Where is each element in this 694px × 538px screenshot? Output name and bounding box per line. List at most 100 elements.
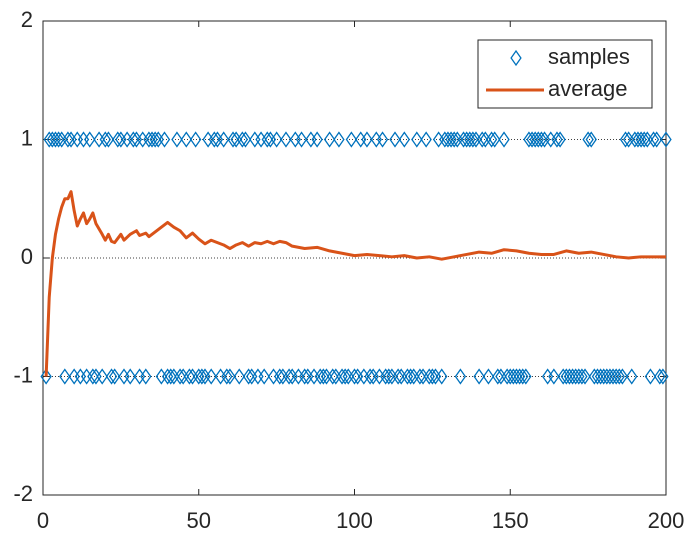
sample-marker [414,368,426,385]
sample-marker [171,131,183,148]
sample-marker [420,131,432,148]
sample-marker [112,131,124,148]
sample-marker [189,131,202,148]
y-tick-label: 0 [21,244,33,269]
sample-marker [579,368,591,385]
sample-marker [105,368,118,385]
sample-marker [217,131,230,148]
sample-marker [554,131,566,148]
sample-marker [99,131,111,148]
sample-marker [485,131,498,148]
sample-marker [140,368,152,385]
sample-marker [311,131,323,148]
sample-marker [492,368,504,385]
sample-marker [476,131,488,148]
sample-marker [473,368,485,385]
sample-marker [158,131,171,148]
sample-marker [548,368,560,385]
sample-marker [454,368,467,385]
sample-marker [626,368,638,385]
sample-marker [40,368,52,385]
sample-marker [488,131,501,148]
sample-marker [404,368,417,385]
sample-marker [361,131,373,148]
sample-marker [520,368,532,385]
sample-marker [582,131,594,148]
sample-marker [398,131,411,148]
sample-marker [59,368,71,385]
sample-marker [317,368,330,385]
sample-marker [180,131,192,148]
y-tick-label: 1 [21,125,33,150]
sample-marker [654,368,666,385]
sample-marker [62,131,74,148]
sample-marker [236,131,249,148]
sample-marker [364,368,376,385]
average-line [44,190,666,377]
sample-marker [376,131,389,148]
sample-marker [467,131,479,148]
y-tick-label: -1 [13,362,33,387]
sample-marker [87,368,99,385]
sample-marker [261,131,273,148]
y-tick-label: 2 [21,7,33,32]
sample-marker [258,368,270,385]
sample-marker [165,368,177,385]
legend-marker [510,49,522,67]
x-tick-label: 200 [648,508,685,533]
sample-marker [108,368,121,385]
sample-marker [638,131,650,148]
sample-marker [644,368,657,385]
sample-marker [208,131,221,148]
sample-marker [517,368,529,385]
sample-marker [339,368,351,385]
legend-label: average [548,76,628,101]
legend-label: samples [548,44,630,69]
sample-marker [205,368,217,385]
sample-marker [576,368,588,385]
sample-marker [149,131,161,148]
sample-marker [657,368,669,385]
sample-marker [274,368,286,385]
sample-marker [196,368,208,385]
sample-marker [647,131,660,148]
sample-marker [392,368,404,385]
sample-marker [96,368,108,385]
sample-marker [345,131,358,148]
sample-marker [482,368,495,385]
sample-marker [551,131,563,148]
sample-marker [174,368,186,385]
sample-marker [426,368,439,385]
sample-marker [436,368,448,385]
sample-marker [295,131,308,148]
legend-box [477,39,653,109]
sample-marker [411,131,423,148]
sample-marker [283,368,295,385]
y-tick-label: -2 [13,481,33,506]
sample-marker [389,131,401,148]
sample-marker [242,368,255,385]
sample-marker [585,131,597,148]
sample-marker [348,368,361,385]
sample-marker [280,131,292,148]
sample-marker [613,368,625,385]
sample-marker [52,131,65,148]
sample-marker [498,131,510,148]
sample-marker [227,131,239,148]
sample-marker [327,368,339,385]
x-tick-label: 50 [187,508,211,533]
x-tick-label: 150 [492,508,529,533]
sample-marker [323,131,336,148]
sample-marker [660,131,672,148]
sample-marker [383,368,395,385]
sample-marker [233,368,245,385]
sample-marker [448,131,460,148]
sample-marker [183,368,196,385]
sample-marker [239,131,252,148]
sample-marker [124,368,136,385]
sample-marker [616,368,629,385]
sample-marker [333,131,345,148]
sample-marker [619,131,632,148]
sample-marker [535,131,548,148]
